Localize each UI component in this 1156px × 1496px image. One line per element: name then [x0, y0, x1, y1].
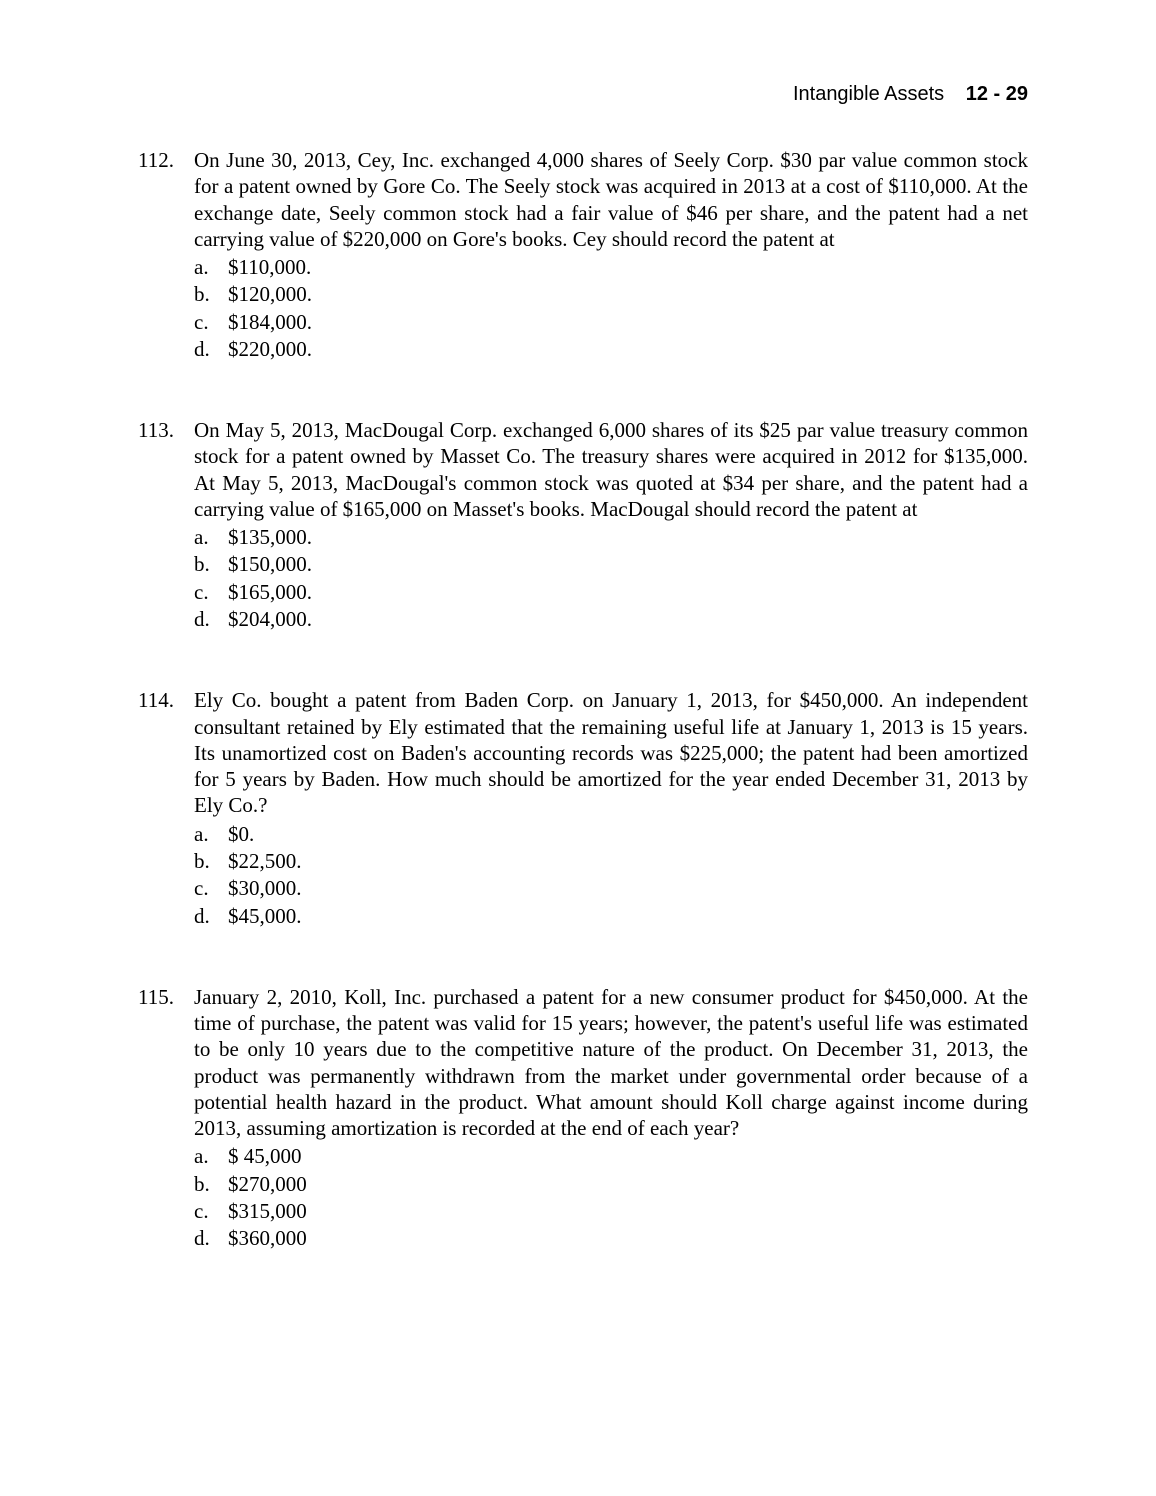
question-114: 114. Ely Co. bought a patent from Baden … [138, 687, 1028, 929]
choice-d: d. $220,000. [194, 336, 1028, 363]
choice-text: $165,000. [228, 579, 1028, 606]
choice-letter: d. [194, 606, 228, 633]
header-page-number: 12 - 29 [966, 83, 1028, 105]
choice-c: c. $165,000. [194, 579, 1028, 606]
question-113: 113. On May 5, 2013, MacDougal Corp. exc… [138, 417, 1028, 633]
choice-list: a. $110,000. b. $120,000. c. $184,000. d… [194, 254, 1028, 363]
choice-letter: d. [194, 903, 228, 930]
choice-text: $150,000. [228, 551, 1028, 578]
choice-letter: a. [194, 254, 228, 281]
question-number: 115. [138, 984, 194, 1253]
choice-b: b. $270,000 [194, 1171, 1028, 1198]
choice-text: $120,000. [228, 281, 1028, 308]
question-body: On May 5, 2013, MacDougal Corp. exchange… [194, 417, 1028, 633]
choice-list: a. $ 45,000 b. $270,000 c. $315,000 d. $… [194, 1143, 1028, 1252]
choice-c: c. $184,000. [194, 309, 1028, 336]
choice-letter: d. [194, 336, 228, 363]
question-text: On June 30, 2013, Cey, Inc. exchanged 4,… [194, 147, 1028, 252]
choice-text: $315,000 [228, 1198, 1028, 1225]
choice-letter: b. [194, 848, 228, 875]
choice-letter: c. [194, 309, 228, 336]
page-header: Intangible Assets 12 - 29 [138, 82, 1028, 107]
choice-letter: c. [194, 875, 228, 902]
question-number: 113. [138, 417, 194, 633]
choice-a: a. $135,000. [194, 524, 1028, 551]
choice-letter: b. [194, 281, 228, 308]
choice-text: $110,000. [228, 254, 1028, 281]
choice-d: d. $204,000. [194, 606, 1028, 633]
question-body: On June 30, 2013, Cey, Inc. exchanged 4,… [194, 147, 1028, 363]
choice-d: d. $360,000 [194, 1225, 1028, 1252]
choice-text: $22,500. [228, 848, 1028, 875]
choice-text: $0. [228, 821, 1028, 848]
choice-text: $360,000 [228, 1225, 1028, 1252]
question-body: Ely Co. bought a patent from Baden Corp.… [194, 687, 1028, 929]
choice-letter: b. [194, 551, 228, 578]
question-body: January 2, 2010, Koll, Inc. purchased a … [194, 984, 1028, 1253]
choice-a: a. $110,000. [194, 254, 1028, 281]
choice-text: $270,000 [228, 1171, 1028, 1198]
choice-letter: c. [194, 1198, 228, 1225]
choice-text: $184,000. [228, 309, 1028, 336]
choice-letter: a. [194, 524, 228, 551]
question-number: 114. [138, 687, 194, 929]
choice-c: c. $315,000 [194, 1198, 1028, 1225]
question-number: 112. [138, 147, 194, 363]
header-title: Intangible Assets [793, 83, 944, 105]
choice-a: a. $0. [194, 821, 1028, 848]
choice-list: a. $135,000. b. $150,000. c. $165,000. d… [194, 524, 1028, 633]
choice-text: $30,000. [228, 875, 1028, 902]
choice-text: $204,000. [228, 606, 1028, 633]
choice-letter: c. [194, 579, 228, 606]
choice-text: $ 45,000 [228, 1143, 1028, 1170]
question-112: 112. On June 30, 2013, Cey, Inc. exchang… [138, 147, 1028, 363]
question-text: On May 5, 2013, MacDougal Corp. exchange… [194, 417, 1028, 522]
question-text: Ely Co. bought a patent from Baden Corp.… [194, 687, 1028, 818]
question-text: January 2, 2010, Koll, Inc. purchased a … [194, 984, 1028, 1142]
choice-b: b. $22,500. [194, 848, 1028, 875]
choice-list: a. $0. b. $22,500. c. $30,000. d. $45,00… [194, 821, 1028, 930]
choice-letter: a. [194, 821, 228, 848]
question-115: 115. January 2, 2010, Koll, Inc. purchas… [138, 984, 1028, 1253]
choice-d: d. $45,000. [194, 903, 1028, 930]
choice-letter: a. [194, 1143, 228, 1170]
choice-text: $135,000. [228, 524, 1028, 551]
choice-text: $220,000. [228, 336, 1028, 363]
choice-b: b. $150,000. [194, 551, 1028, 578]
choice-letter: d. [194, 1225, 228, 1252]
choice-a: a. $ 45,000 [194, 1143, 1028, 1170]
choice-letter: b. [194, 1171, 228, 1198]
choice-c: c. $30,000. [194, 875, 1028, 902]
choice-b: b. $120,000. [194, 281, 1028, 308]
choice-text: $45,000. [228, 903, 1028, 930]
